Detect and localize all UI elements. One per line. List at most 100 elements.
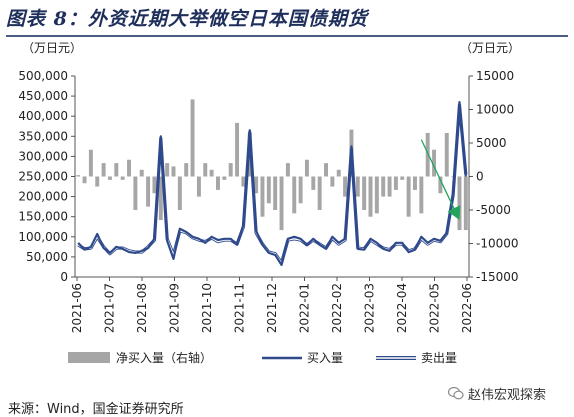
bar-series-net-buy (76, 99, 468, 231)
bar-net-buy-9 (133, 176, 138, 210)
right-tick-label-2: -5000 (476, 203, 511, 217)
bar-net-buy-46 (368, 176, 373, 217)
bar-net-buy-57 (438, 176, 443, 194)
bar-net-buy-7 (120, 176, 125, 180)
x-tick-label-10: 2022-04 (395, 283, 409, 333)
bar-net-buy-48 (381, 176, 386, 197)
x-tick-label-2: 2021-08 (135, 283, 149, 333)
right-axis-ticks: -15000 -10000 -5000 0 5000 10000 15000 (469, 69, 519, 284)
bar-net-buy-54 (419, 176, 424, 214)
wechat-icon (447, 386, 464, 400)
left-tick-label-8: 400,000 (18, 109, 68, 123)
bar-net-buy-24 (228, 163, 233, 177)
series-line-buy (77, 101, 467, 267)
bar-net-buy-11 (146, 176, 151, 207)
x-tick-label-11: 2022-05 (428, 283, 442, 333)
bar-net-buy-55 (425, 132, 430, 177)
x-tick-label-1: 2021-07 (103, 283, 117, 333)
bar-net-buy-25 (235, 122, 240, 177)
bar-net-buy-33 (285, 163, 290, 177)
bar-net-buy-22 (216, 176, 220, 190)
bar-net-buy-32 (279, 176, 284, 231)
right-tick-label-1: -10000 (476, 237, 519, 251)
right-tick-label-5: 10000 (476, 103, 514, 117)
right-tick-label-3: 0 (476, 170, 484, 184)
x-tick-label-4: 2021-10 (200, 283, 214, 333)
title-divider (6, 35, 568, 37)
bar-net-buy-49 (387, 176, 392, 197)
bar-net-buy-42 (343, 176, 348, 197)
x-tick-label-9: 2022-03 (363, 283, 377, 333)
bar-net-buy-37 (311, 176, 316, 190)
right-tick-label-6: 15000 (476, 69, 514, 83)
bar-net-buy-19 (196, 176, 201, 197)
x-tick-label-3: 2021-09 (168, 283, 182, 333)
legend-label-2: 卖出量 (421, 351, 457, 365)
bar-net-buy-45 (362, 176, 367, 210)
watermark: 赵伟宏观探索 (447, 383, 570, 403)
trend-arrow-annotation (420, 139, 461, 221)
bar-net-buy-2 (88, 149, 93, 177)
x-axis-ticks: 2021-06 2021-07 2021-08 2021-09 2021-10 2021-… (70, 277, 474, 333)
bar-net-buy-39 (324, 163, 328, 177)
x-tick-label-6: 2021-12 (265, 283, 279, 333)
bar-net-buy-15 (171, 166, 176, 177)
bar-net-buy-38 (317, 176, 322, 210)
bar-net-buy-16 (177, 176, 182, 210)
left-tick-label-10: 500,000 (18, 69, 68, 83)
left-tick-label-3: 150,000 (18, 210, 68, 224)
trend-arrow-shaft (420, 139, 455, 209)
bar-net-buy-30 (266, 176, 271, 204)
bar-net-buy-34 (292, 176, 297, 214)
bar-net-buy-31 (273, 176, 278, 210)
bar-net-buy-61 (463, 176, 468, 231)
left-axis-ticks: 0 50,000 100,000 150,000 200,000 250,000 300,0… (18, 69, 75, 284)
bar-net-buy-10 (139, 169, 144, 177)
left-tick-label-6: 300,000 (18, 149, 68, 163)
source-note: 来源：Wind，国金证券研究所 (8, 402, 184, 417)
line-series-group (77, 101, 468, 267)
bar-net-buy-18 (190, 99, 195, 177)
bar-net-buy-1 (82, 176, 87, 184)
left-tick-label-0: 0 (60, 270, 68, 284)
bar-net-buy-0 (76, 175, 81, 177)
bar-net-buy-40 (330, 176, 335, 187)
left-tick-label-5: 250,000 (18, 170, 68, 184)
bar-net-buy-50 (393, 176, 398, 190)
bar-net-buy-41 (336, 169, 341, 177)
bar-net-buy-3 (95, 176, 100, 187)
bar-net-buy-60 (457, 176, 462, 231)
bar-net-buy-36 (304, 159, 309, 177)
legend: 净买入量（右轴） 买入量 卖出量 (68, 350, 457, 365)
bar-net-buy-14 (165, 163, 170, 177)
bar-net-buy-4 (101, 163, 106, 177)
x-tick-label-0: 2021-06 (70, 283, 84, 333)
bar-net-buy-5 (107, 176, 112, 180)
watermark-text: 赵伟宏观探索 (468, 387, 547, 403)
left-axis-unit-label: （万日元） (22, 41, 82, 55)
bar-net-buy-58 (444, 132, 449, 177)
legend-label-1: 买入量 (307, 351, 343, 365)
left-tick-label-2: 100,000 (18, 230, 68, 244)
bar-net-buy-20 (203, 163, 208, 177)
left-tick-label-4: 200,000 (18, 190, 68, 204)
bar-net-buy-12 (152, 176, 157, 194)
figure-title: 图表 8：外资近期大举做空日本国债期货 (6, 8, 368, 30)
right-axis-unit-label: （万日元） (460, 41, 520, 55)
left-tick-label-7: 350,000 (18, 129, 68, 143)
right-tick-label-0: -15000 (476, 270, 519, 284)
bar-net-buy-21 (209, 169, 214, 177)
bar-net-buy-13 (158, 176, 163, 221)
legend-swatch-bar (68, 352, 110, 363)
bar-net-buy-44 (355, 176, 360, 197)
right-tick-label-4: 5000 (476, 136, 507, 150)
bar-net-buy-8 (127, 159, 131, 177)
bar-net-buy-6 (114, 163, 119, 177)
figure-header: 图表 8：外资近期大举做空日本国债期货 (6, 4, 568, 37)
bar-net-buy-28 (254, 176, 259, 194)
x-tick-label-12: 2022-06 (460, 283, 474, 333)
x-tick-label-5: 2021-11 (233, 283, 247, 333)
bar-net-buy-53 (413, 176, 417, 190)
x-tick-label-8: 2022-02 (330, 283, 344, 333)
bar-net-buy-26 (241, 176, 246, 187)
